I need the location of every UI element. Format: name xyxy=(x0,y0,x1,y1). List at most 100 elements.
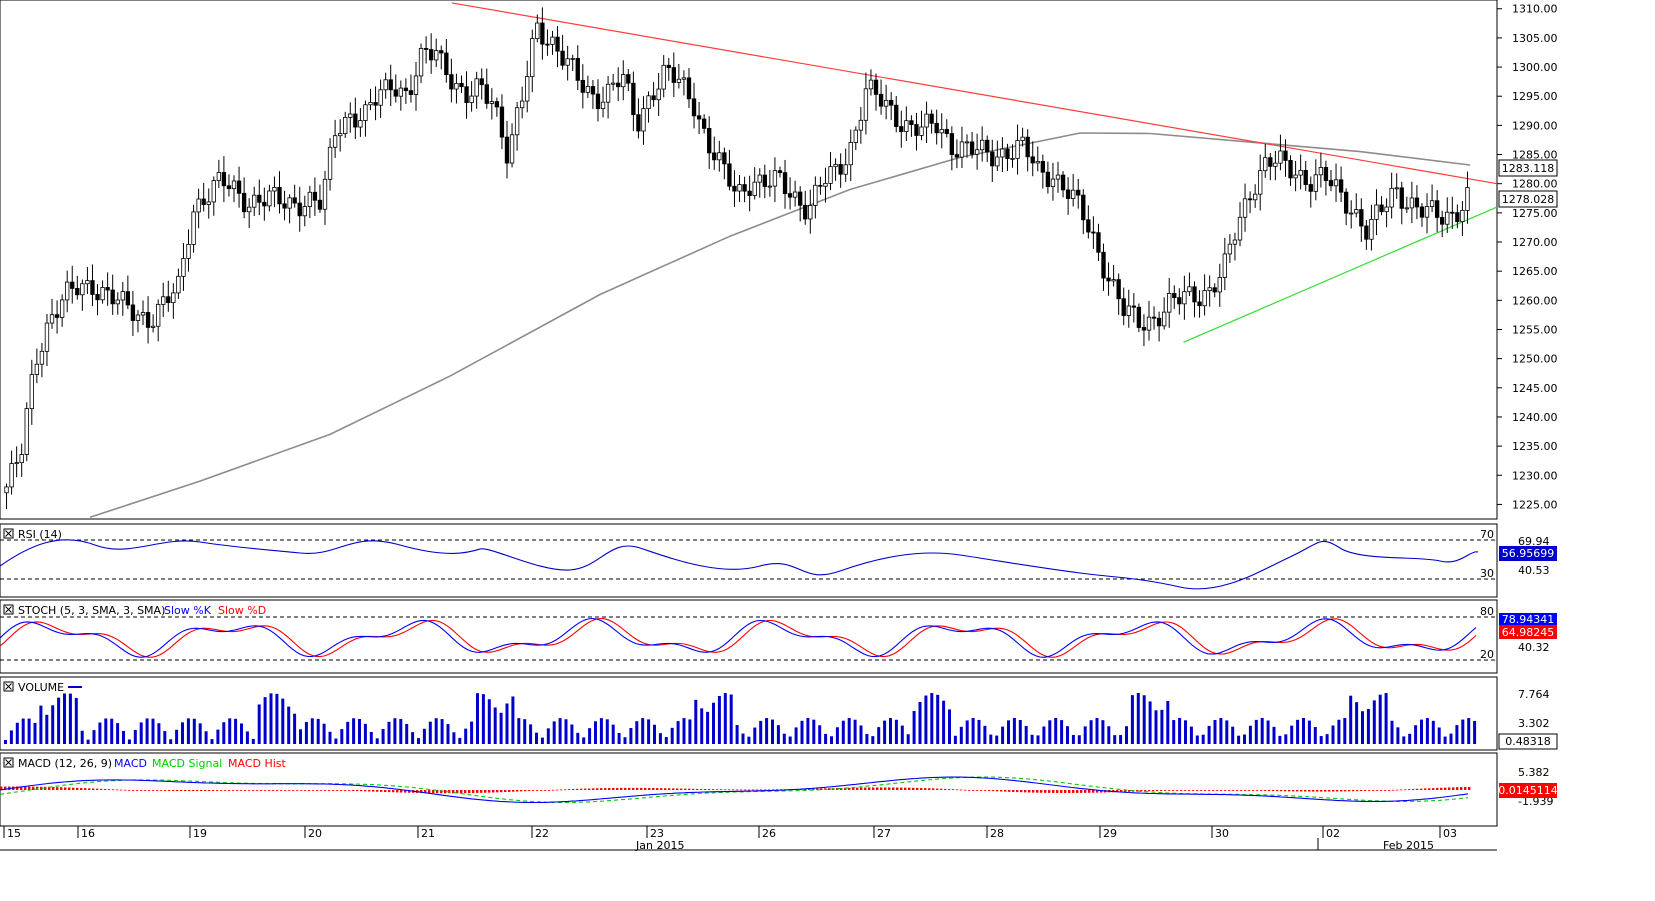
volume-bar xyxy=(1396,727,1400,744)
candle xyxy=(1263,157,1268,172)
volume-bar xyxy=(552,721,556,744)
candle xyxy=(1136,306,1142,328)
stoch-title: STOCH (5, 3, SMA, 3, SMA) xyxy=(18,604,165,617)
macd-hist-bar xyxy=(260,790,263,791)
candle xyxy=(110,289,115,305)
macd-hist-bar xyxy=(524,790,527,792)
candle xyxy=(302,206,307,217)
macd-hist-bar xyxy=(136,790,139,791)
macd-hist-bar xyxy=(884,787,887,790)
volume-bar xyxy=(564,719,568,744)
macd-hist-bar xyxy=(444,790,447,794)
candle xyxy=(469,95,474,104)
volume-bar xyxy=(92,730,96,744)
candle xyxy=(1424,206,1430,218)
volume-bar xyxy=(1125,726,1128,744)
candle xyxy=(686,77,692,100)
x-tick-label: 21 xyxy=(421,827,435,840)
candle xyxy=(226,185,232,190)
candle xyxy=(959,141,965,158)
resistance-trendline[interactable] xyxy=(451,2,1498,185)
macd-hist-bar xyxy=(1196,790,1199,791)
candle xyxy=(1298,169,1303,176)
volume-bar xyxy=(257,704,261,744)
candle xyxy=(514,107,520,136)
candle xyxy=(823,182,828,187)
candle xyxy=(95,294,100,301)
volume-bar xyxy=(1113,735,1117,744)
macd-hist-bar xyxy=(1180,790,1183,791)
x-tick-label: 23 xyxy=(650,827,664,840)
volume-bar xyxy=(735,725,739,744)
macd-hist-bar xyxy=(424,790,427,794)
candle xyxy=(1328,180,1334,187)
macd-hist-bar xyxy=(692,788,695,790)
macd-hist-bar xyxy=(320,790,323,791)
volume-bar xyxy=(417,738,420,744)
candle xyxy=(575,57,580,81)
volume-bar xyxy=(830,736,833,744)
volume-bar xyxy=(847,718,851,744)
volume-bar xyxy=(151,718,155,744)
macd-hist-bar xyxy=(964,789,967,791)
candle xyxy=(631,82,636,116)
volume-bar xyxy=(759,720,763,744)
candle xyxy=(413,75,419,95)
macd-hist-bar xyxy=(484,790,487,793)
macd-hist-bar xyxy=(676,788,679,790)
volume-bar xyxy=(1101,720,1105,744)
candle xyxy=(1349,212,1354,215)
volume-bar xyxy=(458,737,462,744)
candle xyxy=(1065,189,1071,199)
macd-hist-bar xyxy=(96,788,99,790)
candle xyxy=(530,38,535,77)
candle xyxy=(540,22,545,45)
macd-hist-bar xyxy=(1336,790,1339,792)
macd-hist-bar xyxy=(1452,787,1455,790)
rsi-panel: RSI (14) 70 30 69.94 40.53 56.95699 xyxy=(0,528,1557,590)
candle xyxy=(1434,200,1440,218)
volume-bar xyxy=(942,700,946,744)
support-trendline[interactable] xyxy=(1183,206,1498,343)
candle xyxy=(257,194,262,203)
candle xyxy=(489,101,494,104)
macd-hist-bar xyxy=(340,790,343,791)
volume-bar xyxy=(670,727,674,744)
candle xyxy=(363,104,368,121)
volume-bar xyxy=(865,734,869,744)
candle xyxy=(332,135,338,148)
volume-bar xyxy=(912,710,916,744)
macd-hist-bar xyxy=(748,789,751,791)
macd-hist-bar xyxy=(960,789,963,791)
candle xyxy=(1318,167,1324,176)
stoch-scale-label: 40.32 xyxy=(1518,641,1550,654)
macd-hist-bar xyxy=(596,788,599,790)
volume-bar xyxy=(74,697,78,744)
x-tick-label: 30 xyxy=(1215,827,1229,840)
volume-bar xyxy=(617,732,621,744)
macd-hist-bar xyxy=(404,790,407,793)
candle xyxy=(570,57,575,60)
macd-hist-bar xyxy=(368,790,371,792)
candle xyxy=(1156,317,1162,327)
candle xyxy=(85,280,90,285)
volume-bar xyxy=(39,705,43,744)
candle xyxy=(135,314,141,321)
volume-bar xyxy=(27,718,31,744)
candle xyxy=(1333,179,1339,187)
macd-hist-bar xyxy=(956,789,959,791)
macd-hist-bar xyxy=(908,787,911,790)
candle xyxy=(105,287,110,291)
macd-hist-bar xyxy=(336,790,339,791)
candle xyxy=(398,87,404,97)
candle xyxy=(449,74,454,90)
macd-hist-bar xyxy=(200,790,203,791)
macd-hist-bar xyxy=(496,790,499,793)
macd-hist-bar xyxy=(1176,790,1179,791)
macd-hist-bar xyxy=(196,790,199,792)
macd-scale-low: -1.939 xyxy=(1518,795,1553,808)
candle xyxy=(656,88,661,101)
macd-panel-frame xyxy=(0,752,1498,827)
candle xyxy=(39,350,45,365)
candle xyxy=(368,102,373,106)
